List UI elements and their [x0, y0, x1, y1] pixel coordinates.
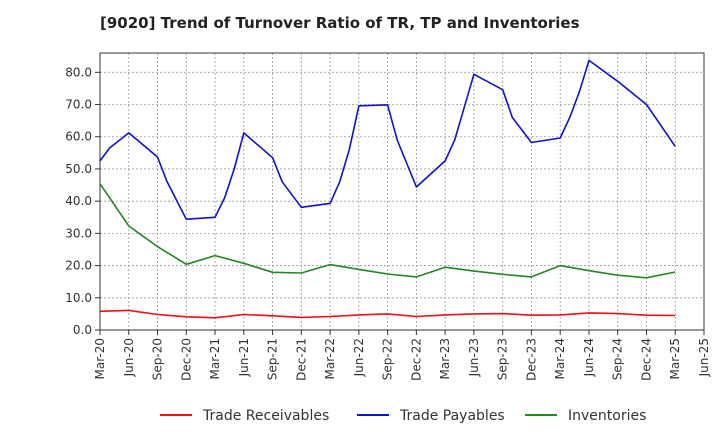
x-tick-label: Mar-25: [668, 338, 682, 379]
x-tick-label: Sep-24: [611, 338, 625, 380]
y-tick-label: 70.0: [65, 98, 92, 112]
x-tick-label: Mar-24: [553, 338, 567, 379]
y-tick-label: 20.0: [65, 259, 92, 273]
chart-title: [9020] Trend of Turnover Ratio of TR, TP…: [100, 14, 580, 32]
x-tick-label: Mar-23: [438, 338, 452, 379]
y-tick-label: 10.0: [65, 291, 92, 305]
y-axis: 0.0 10.0 20.0 30.0 40.0 50.0 60.0 70.0 80.0: [65, 65, 100, 337]
x-tick-label: Jun-24: [582, 338, 596, 377]
y-tick-label: 50.0: [65, 162, 92, 176]
y-tick-label: 40.0: [65, 194, 92, 208]
series-line-inventories: [99, 183, 676, 279]
series-line-trade-receivables: [99, 309, 676, 319]
x-tick-label: Jun-22: [352, 338, 366, 377]
x-tick-label: Sep-21: [266, 338, 280, 380]
x-tick-label: Dec-22: [409, 338, 423, 381]
y-tick-label: 30.0: [65, 226, 92, 240]
x-tick-label: Sep-22: [381, 338, 395, 380]
x-tick-label: Dec-21: [294, 338, 308, 381]
series-line-trade-payables: [99, 59, 676, 220]
y-tick-label: 0.0: [73, 323, 92, 337]
x-tick-label: Sep-20: [151, 338, 165, 380]
x-tick-label: Jun-23: [467, 338, 481, 377]
x-tick-label: Dec-20: [179, 338, 193, 381]
x-tick-label: Jun-21: [237, 338, 251, 377]
x-tick-label: Dec-24: [639, 338, 653, 381]
x-tick-label: Jun-20: [122, 338, 136, 377]
x-tick-label: Jun-25: [697, 338, 711, 377]
x-tick-label: Mar-21: [208, 338, 222, 379]
grid-lines: [99, 53, 705, 331]
plot-frame: [99, 52, 705, 331]
series-lines: [99, 59, 676, 319]
x-axis: Mar-20 Jun-20 Sep-20 Dec-20 Mar-21 Jun-21 Sep-…: [93, 330, 711, 381]
x-tick-label: Dec-23: [524, 338, 538, 381]
legend-label-trade-receivables: Trade Receivables: [202, 408, 329, 424]
legend-label-inventories: Inventories: [568, 408, 646, 424]
x-tick-label: Mar-22: [323, 338, 337, 379]
x-tick-label: Mar-20: [93, 338, 107, 379]
y-tick-label: 60.0: [65, 130, 92, 144]
y-tick-label: 80.0: [65, 65, 92, 79]
legend-label-trade-payables: Trade Payables: [399, 408, 505, 424]
legend: Trade Receivables Trade Payables Inventori…: [160, 408, 646, 424]
x-tick-label: Sep-23: [496, 338, 510, 380]
